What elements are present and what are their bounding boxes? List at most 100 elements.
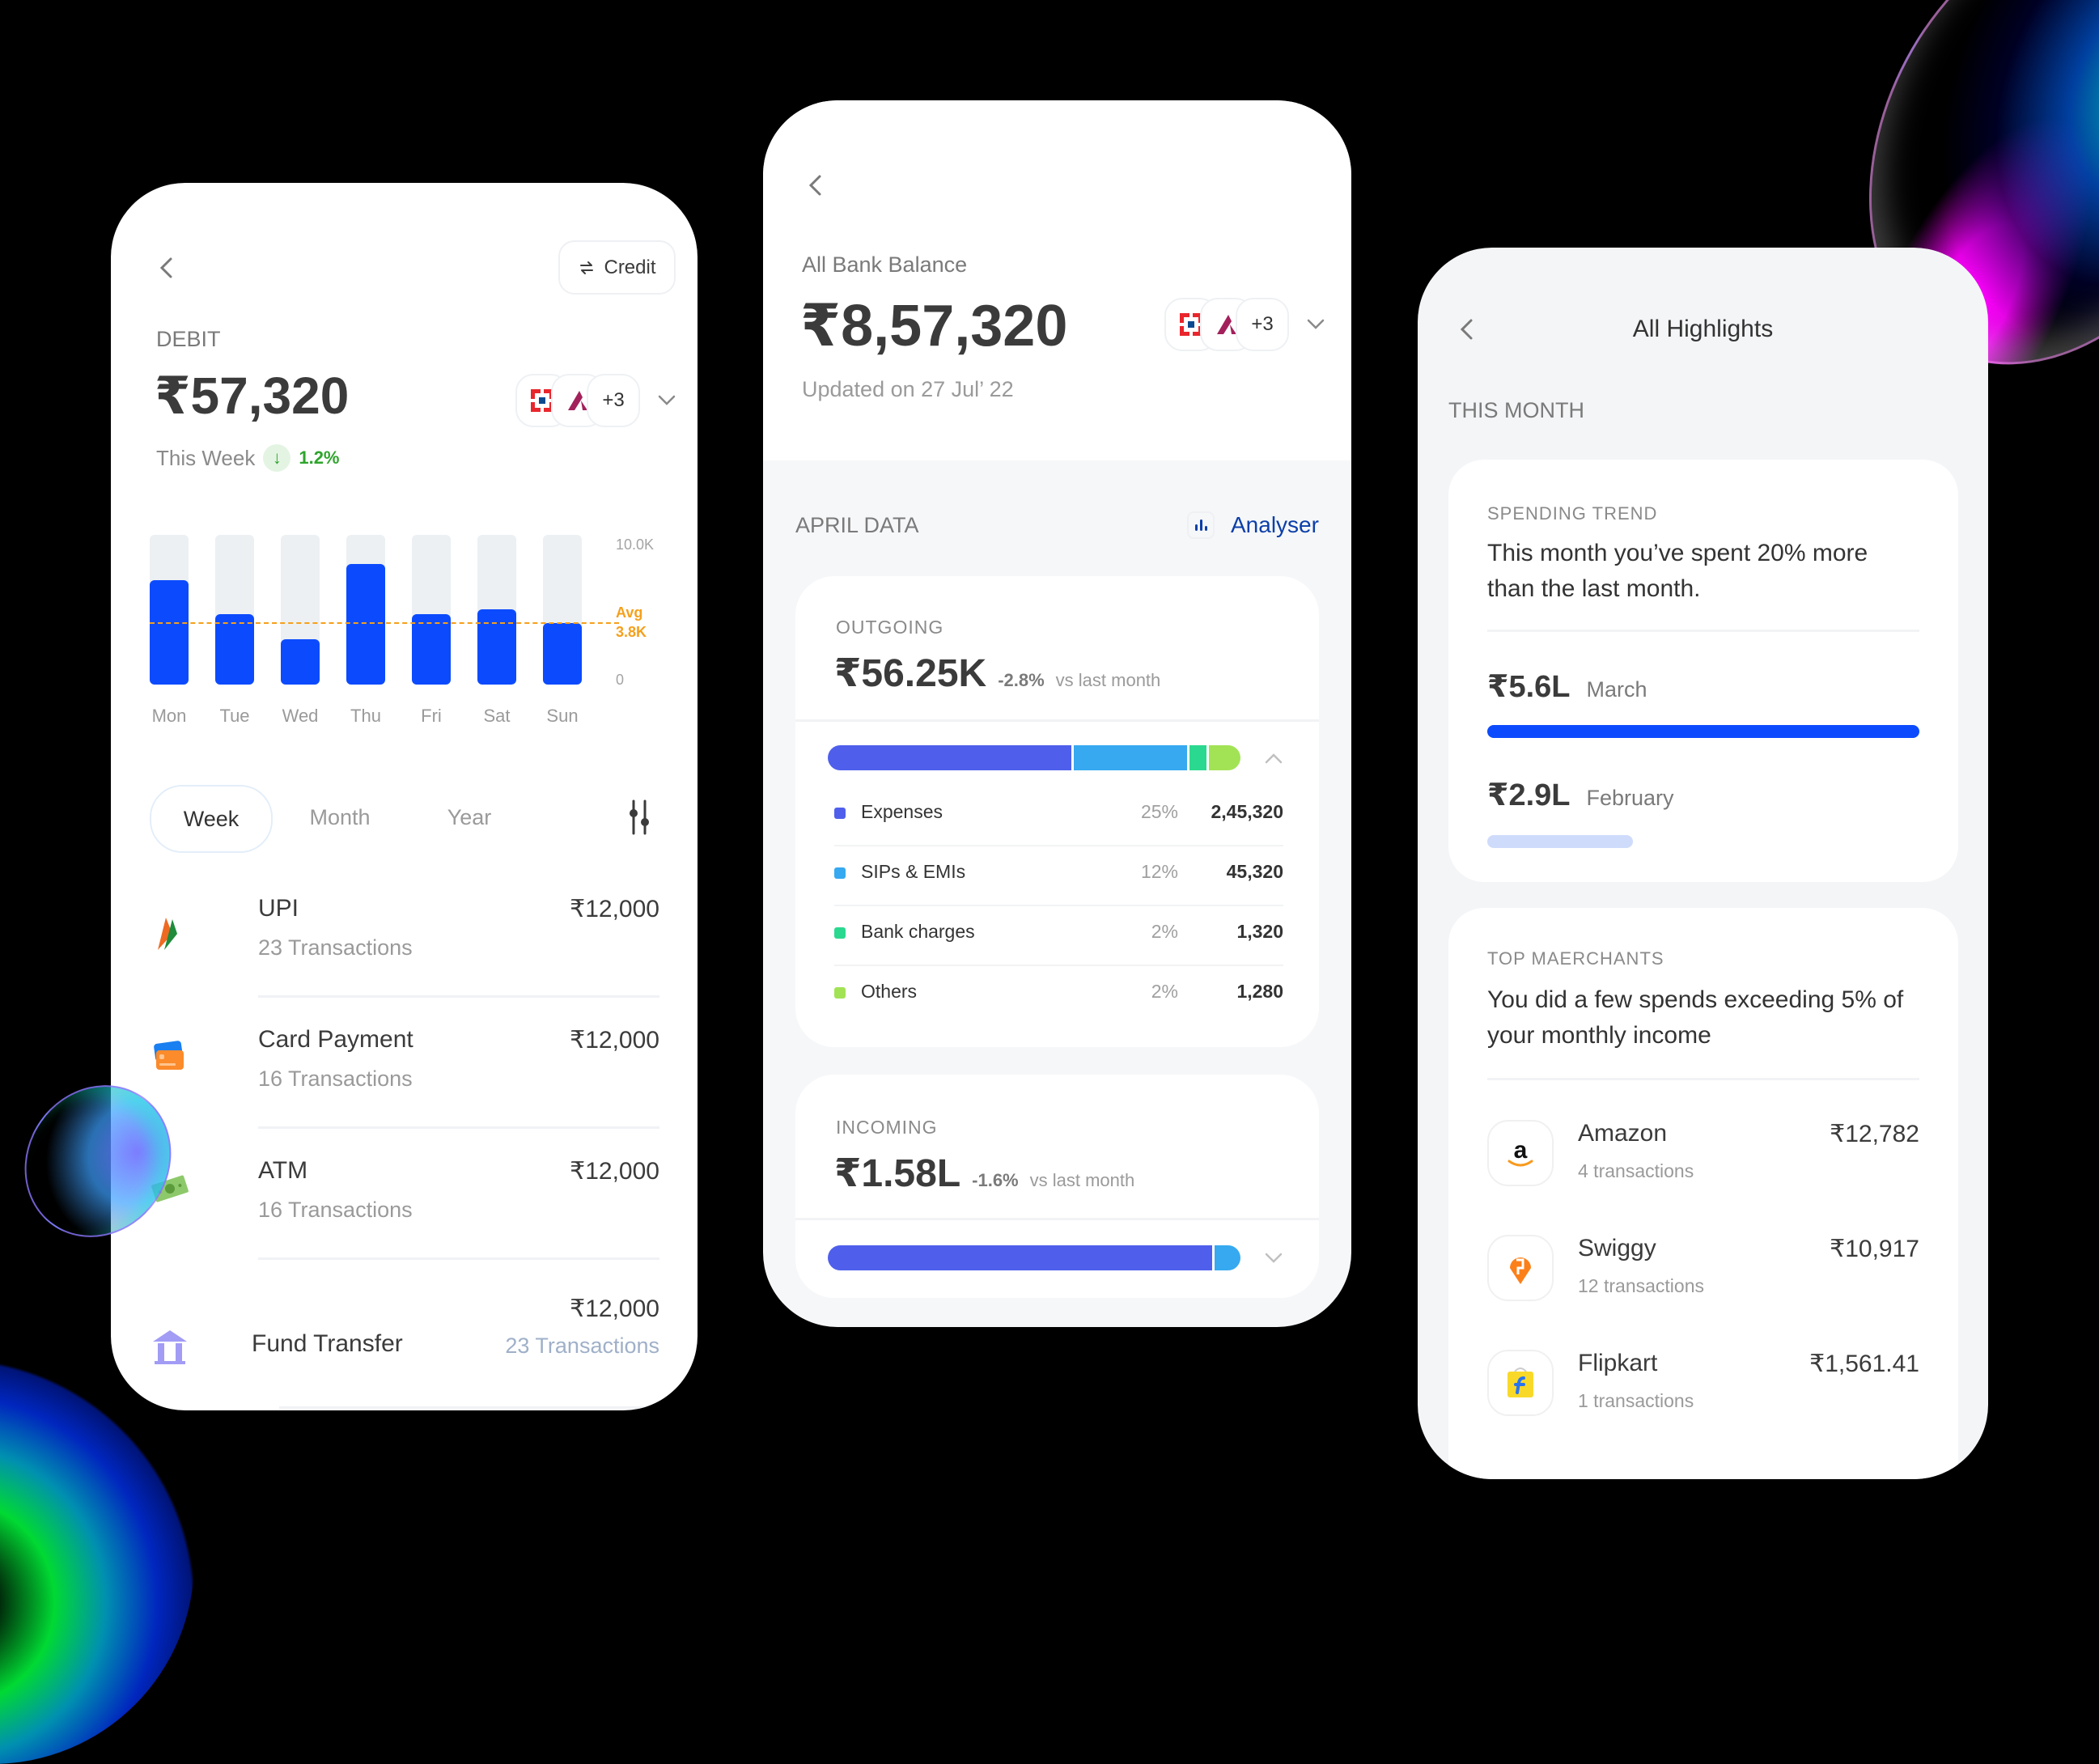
tab-year[interactable]: Year [447, 804, 492, 829]
chevron-up-icon[interactable] [1265, 753, 1283, 764]
top-merchants-card: TOP MAERCHANTS You did a few spends exce… [1448, 908, 1958, 1479]
merchant-swiggy[interactable]: Swiggy 12 transactions ₹10,917 [1487, 1235, 1919, 1324]
bank-selector[interactable]: +3 [1164, 298, 1325, 351]
transaction-count: 16 Transactions [258, 1198, 413, 1222]
transaction-upi[interactable]: UPI 23 Transactions ₹12,000 [150, 895, 659, 1024]
transaction-atm[interactable]: ATM 16 Transactions ₹12,000 [150, 1157, 659, 1287]
transaction-name: Card Payment [258, 1026, 413, 1053]
filter-sliders-icon[interactable] [627, 799, 651, 835]
debit-amount: ₹57,320 [155, 367, 350, 425]
spending-trend-card: SPENDING TREND This month you’ve spent 2… [1448, 460, 1958, 882]
outgoing-card: OUTGOING ₹56.25K -2.8% vs last month Exp… [795, 576, 1319, 1047]
back-button[interactable] [804, 173, 828, 197]
x-label-sat: Sat [483, 706, 511, 726]
incoming-card: INCOMING ₹1.58L -1.6% vs last month [795, 1075, 1319, 1298]
merchant-amazon[interactable]: a Amazon 4 transactions ₹12,782 [1487, 1120, 1919, 1209]
flipkart-logo-icon [1487, 1350, 1554, 1416]
month-row-february: ₹2.9L February [1487, 778, 1674, 812]
category-row-bank-charges[interactable]: Bank charges 2% 1,320 [834, 906, 1283, 966]
debit-label: DEBIT [156, 327, 221, 351]
outgoing-label: OUTGOING [836, 617, 944, 638]
updated-date: Updated on 27 Jul’ 22 [802, 377, 1014, 401]
chevron-left-icon [159, 257, 172, 278]
bank-icon [153, 1330, 187, 1364]
balance-screen: All Bank Balance ₹8,57,320 +3 Updated on… [763, 100, 1351, 1327]
more-banks-count: +3 [1236, 298, 1289, 351]
transaction-name: UPI [258, 895, 299, 922]
y-max-label: 10.0K [616, 536, 655, 553]
incoming-breakdown-bar [828, 1245, 1240, 1270]
swap-icon [580, 261, 594, 274]
transaction-name: Fund Transfer [252, 1330, 403, 1357]
chevron-down-icon[interactable] [1265, 1253, 1283, 1264]
change-percent: 1.2% [299, 447, 340, 468]
back-button[interactable] [1455, 317, 1479, 341]
y-min-label: 0 [616, 672, 625, 688]
more-banks-count: +3 [587, 374, 640, 427]
bar-fri[interactable] [412, 535, 451, 685]
chevron-left-icon [808, 175, 821, 196]
february-progress-bar [1487, 835, 1633, 848]
transaction-amount: ₹12,000 [570, 1295, 659, 1322]
credit-toggle-button[interactable]: Credit [558, 240, 676, 295]
x-label-fri: Fri [421, 706, 442, 726]
tab-week[interactable]: Week [150, 785, 273, 853]
swiggy-logo-icon [1487, 1235, 1554, 1301]
incoming-amount: ₹1.58L [834, 1152, 961, 1195]
transaction-count: 16 Transactions [258, 1066, 413, 1091]
month-row-march: ₹5.6L March [1487, 670, 1647, 704]
march-progress-bar [1487, 725, 1919, 738]
april-data-heading: APRIL DATA [795, 513, 919, 537]
transaction-name: ATM [258, 1157, 308, 1184]
top-merchants-label: TOP MAERCHANTS [1487, 948, 1664, 969]
cash-icon [151, 1175, 189, 1202]
bar-wed[interactable] [281, 535, 320, 685]
tab-month[interactable]: Month [309, 804, 371, 829]
x-label-tue: Tue [219, 706, 250, 726]
transaction-card-payment[interactable]: Card Payment 16 Transactions ₹12,000 [150, 1026, 659, 1156]
page-title: All Highlights [1632, 316, 1774, 342]
transaction-count: 23 Transactions [505, 1334, 659, 1358]
top-merchants-message: You did a few spends exceeding 5% of you… [1487, 986, 1904, 1049]
merchant-flipkart[interactable]: Flipkart 1 transactions ₹1,561.41 [1487, 1350, 1919, 1439]
category-row-others[interactable]: Others 2% 1,280 [834, 966, 1283, 1026]
bar-tue[interactable] [215, 535, 254, 685]
back-button[interactable] [155, 256, 179, 280]
balance-amount: ₹8,57,320 [800, 294, 1068, 358]
bar-sun[interactable] [543, 535, 582, 685]
decorative-bubble-bottom-left [0, 1359, 194, 1764]
x-label-mon: Mon [151, 706, 187, 726]
bar-sat[interactable] [477, 535, 516, 685]
arrow-down-icon: ↓ [263, 444, 291, 472]
transaction-fund-transfer[interactable]: Fund Transfer ₹12,000 23 Transactions [150, 1295, 659, 1409]
weekly-trend: This Week ↓ 1.2% [156, 444, 340, 472]
bar-mon[interactable] [150, 535, 189, 685]
chevron-down-icon[interactable] [1307, 319, 1325, 330]
bar-thu[interactable] [346, 535, 385, 685]
spending-trend-label: SPENDING TREND [1487, 503, 1658, 524]
avg-label: Avg 3.8K [616, 604, 647, 640]
amazon-logo-icon: a [1487, 1120, 1554, 1186]
outgoing-breakdown-bar [828, 745, 1240, 770]
analyser-link[interactable]: Analyser [1187, 511, 1319, 539]
this-month-heading: THIS MONTH [1448, 398, 1584, 422]
balance-label: All Bank Balance [802, 252, 968, 277]
highlights-screen: All Highlights THIS MONTH SPENDING TREND… [1418, 248, 1988, 1479]
outgoing-change: -2.8% [998, 670, 1045, 690]
period-tabs: Week Month Year [150, 785, 659, 853]
chevron-down-icon[interactable] [658, 395, 676, 406]
category-row-sips-emis[interactable]: SIPs & EMIs 12% 45,320 [834, 846, 1283, 906]
bar-chart-icon [1187, 511, 1215, 539]
transaction-amount: ₹12,000 [570, 896, 659, 922]
transaction-amount: ₹12,000 [570, 1027, 659, 1054]
spending-trend-message: This month you’ve spent 20% more than th… [1487, 540, 1868, 602]
outgoing-summary: ₹56.25K -2.8% vs last month [834, 651, 1160, 696]
debit-screen: Credit DEBIT ₹57,320 +3 This Week ↓ 1.2%… [111, 183, 698, 1410]
chevron-left-icon [1460, 319, 1473, 340]
average-line [150, 622, 619, 624]
outgoing-compare: vs last month [1055, 670, 1161, 690]
svg-text:a: a [1514, 1137, 1528, 1164]
category-row-expenses[interactable]: Expenses 25% 2,45,320 [834, 787, 1283, 846]
bank-selector[interactable]: +3 [515, 374, 676, 427]
card-icon [154, 1041, 184, 1070]
